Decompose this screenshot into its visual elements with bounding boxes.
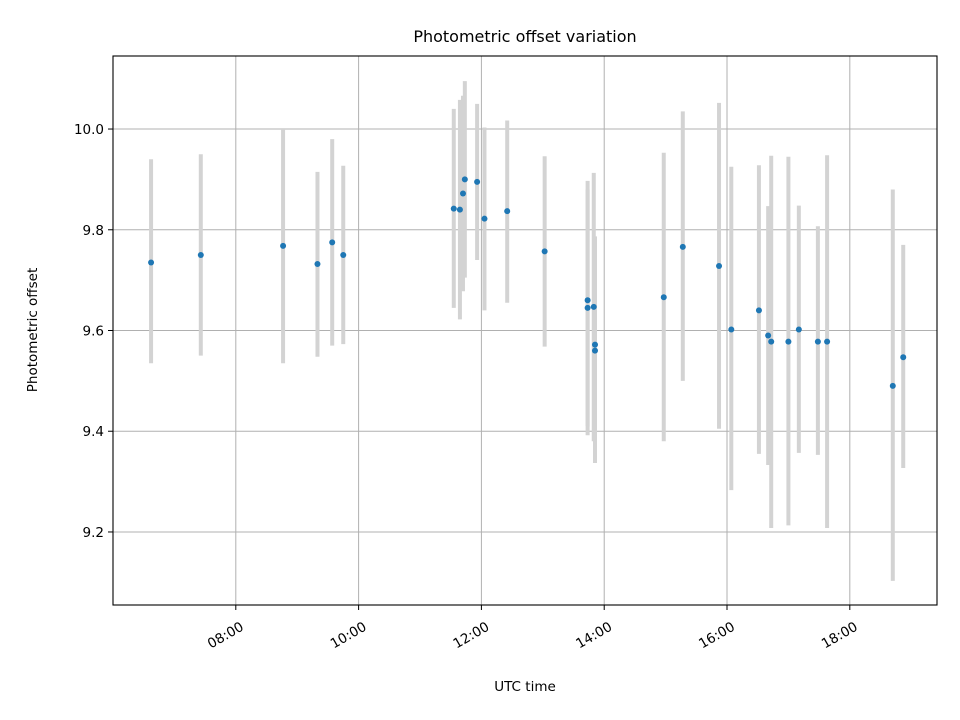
data-point bbox=[768, 338, 775, 345]
data-point bbox=[590, 303, 597, 310]
x-tick-label: 12:00 bbox=[451, 619, 493, 652]
data-point bbox=[660, 294, 667, 301]
data-point bbox=[814, 338, 821, 345]
x-tick-label: 10:00 bbox=[328, 619, 370, 652]
data-point bbox=[314, 261, 321, 268]
data-point bbox=[504, 208, 511, 215]
data-point bbox=[197, 251, 204, 258]
data-point bbox=[340, 251, 347, 258]
data-point bbox=[459, 190, 466, 197]
x-axis-ticks: 08:00 10:00 12:00 14:00 16:00 18:00 bbox=[205, 605, 861, 652]
data-points bbox=[148, 176, 907, 389]
y-tick-label: 10.0 bbox=[74, 122, 104, 138]
data-point bbox=[541, 248, 548, 255]
y-axis-label: Photometric offset bbox=[25, 268, 41, 392]
data-point bbox=[679, 243, 686, 250]
data-point bbox=[716, 263, 723, 270]
data-point bbox=[280, 242, 287, 249]
data-point bbox=[591, 341, 598, 348]
data-point bbox=[795, 326, 802, 333]
data-point bbox=[900, 354, 907, 361]
data-point bbox=[785, 338, 792, 345]
y-axis-ticks: 9.2 9.4 9.6 9.8 10.0 bbox=[74, 122, 113, 541]
data-point bbox=[584, 297, 591, 304]
x-tick-label: 08:00 bbox=[205, 619, 247, 652]
y-tick-label: 9.4 bbox=[83, 424, 104, 440]
chart-title: Photometric offset variation bbox=[413, 27, 636, 46]
x-tick-label: 18:00 bbox=[819, 619, 861, 652]
data-point bbox=[591, 347, 598, 354]
error-bars bbox=[149, 81, 906, 581]
data-point bbox=[148, 259, 155, 266]
data-point bbox=[329, 239, 336, 246]
data-point bbox=[889, 382, 896, 389]
data-point bbox=[450, 205, 457, 212]
data-point bbox=[474, 178, 481, 185]
data-point bbox=[824, 338, 831, 345]
data-point bbox=[456, 206, 463, 213]
data-point bbox=[461, 176, 468, 183]
y-tick-label: 9.2 bbox=[83, 525, 104, 541]
data-point bbox=[765, 332, 772, 339]
data-point bbox=[728, 326, 735, 333]
y-tick-label: 9.6 bbox=[83, 324, 104, 340]
y-tick-label: 9.8 bbox=[83, 223, 104, 239]
data-point bbox=[755, 307, 762, 314]
x-tick-label: 16:00 bbox=[696, 619, 738, 652]
data-point bbox=[584, 304, 591, 311]
x-axis-label: UTC time bbox=[494, 679, 556, 695]
grid bbox=[113, 56, 937, 605]
data-point bbox=[481, 215, 488, 222]
x-tick-label: 14:00 bbox=[573, 619, 615, 652]
